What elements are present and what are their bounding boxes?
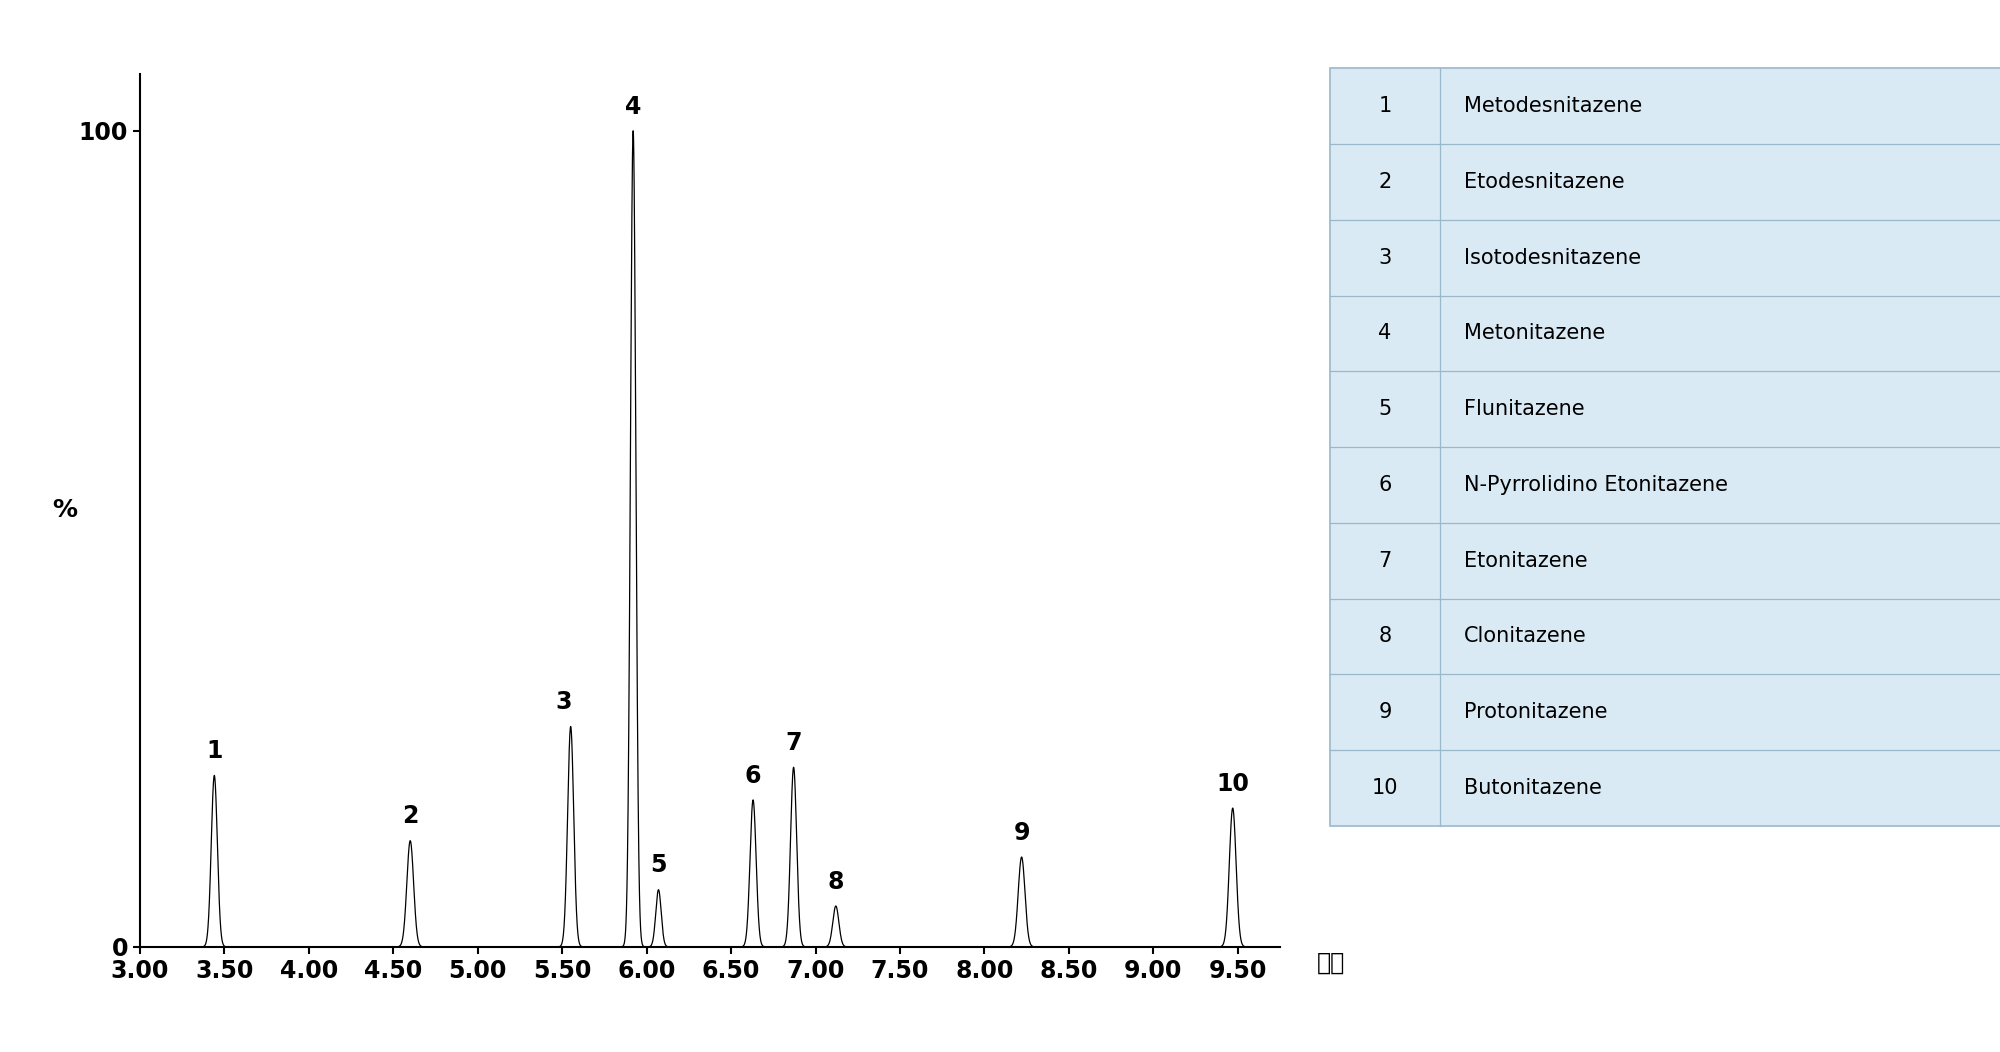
- Text: 6: 6: [744, 764, 762, 788]
- Text: 4: 4: [624, 95, 642, 119]
- Text: 3: 3: [1378, 247, 1392, 268]
- Text: Flunitazene: Flunitazene: [1464, 399, 1584, 420]
- Text: N-Pyrrolidino Etonitazene: N-Pyrrolidino Etonitazene: [1464, 474, 1728, 495]
- Text: Etodesnitazene: Etodesnitazene: [1464, 171, 1624, 193]
- Text: 8: 8: [1378, 626, 1392, 647]
- Y-axis label: %: %: [52, 499, 78, 522]
- Text: Metonitazene: Metonitazene: [1464, 323, 1606, 344]
- Text: 7: 7: [786, 731, 802, 755]
- Text: 时间: 时间: [1318, 951, 1346, 975]
- Text: 10: 10: [1372, 777, 1398, 798]
- Text: 4: 4: [1378, 323, 1392, 344]
- Text: 7: 7: [1378, 550, 1392, 571]
- Text: Butonitazene: Butonitazene: [1464, 777, 1602, 798]
- Text: 1: 1: [206, 740, 222, 763]
- Text: 8: 8: [828, 870, 844, 894]
- Text: 9: 9: [1014, 821, 1030, 845]
- Text: 6: 6: [1378, 474, 1392, 495]
- Text: Clonitazene: Clonitazene: [1464, 626, 1586, 647]
- Text: 5: 5: [650, 853, 666, 877]
- Text: 1: 1: [1378, 96, 1392, 117]
- Text: 10: 10: [1216, 772, 1250, 795]
- Text: 5: 5: [1378, 399, 1392, 420]
- Text: Metodesnitazene: Metodesnitazene: [1464, 96, 1642, 117]
- Text: 2: 2: [1378, 171, 1392, 193]
- Text: Isotodesnitazene: Isotodesnitazene: [1464, 247, 1642, 268]
- Text: 2: 2: [402, 805, 418, 829]
- Text: 3: 3: [556, 690, 572, 714]
- Text: 9: 9: [1378, 702, 1392, 723]
- Text: Protonitazene: Protonitazene: [1464, 702, 1608, 723]
- Text: Etonitazene: Etonitazene: [1464, 550, 1588, 571]
